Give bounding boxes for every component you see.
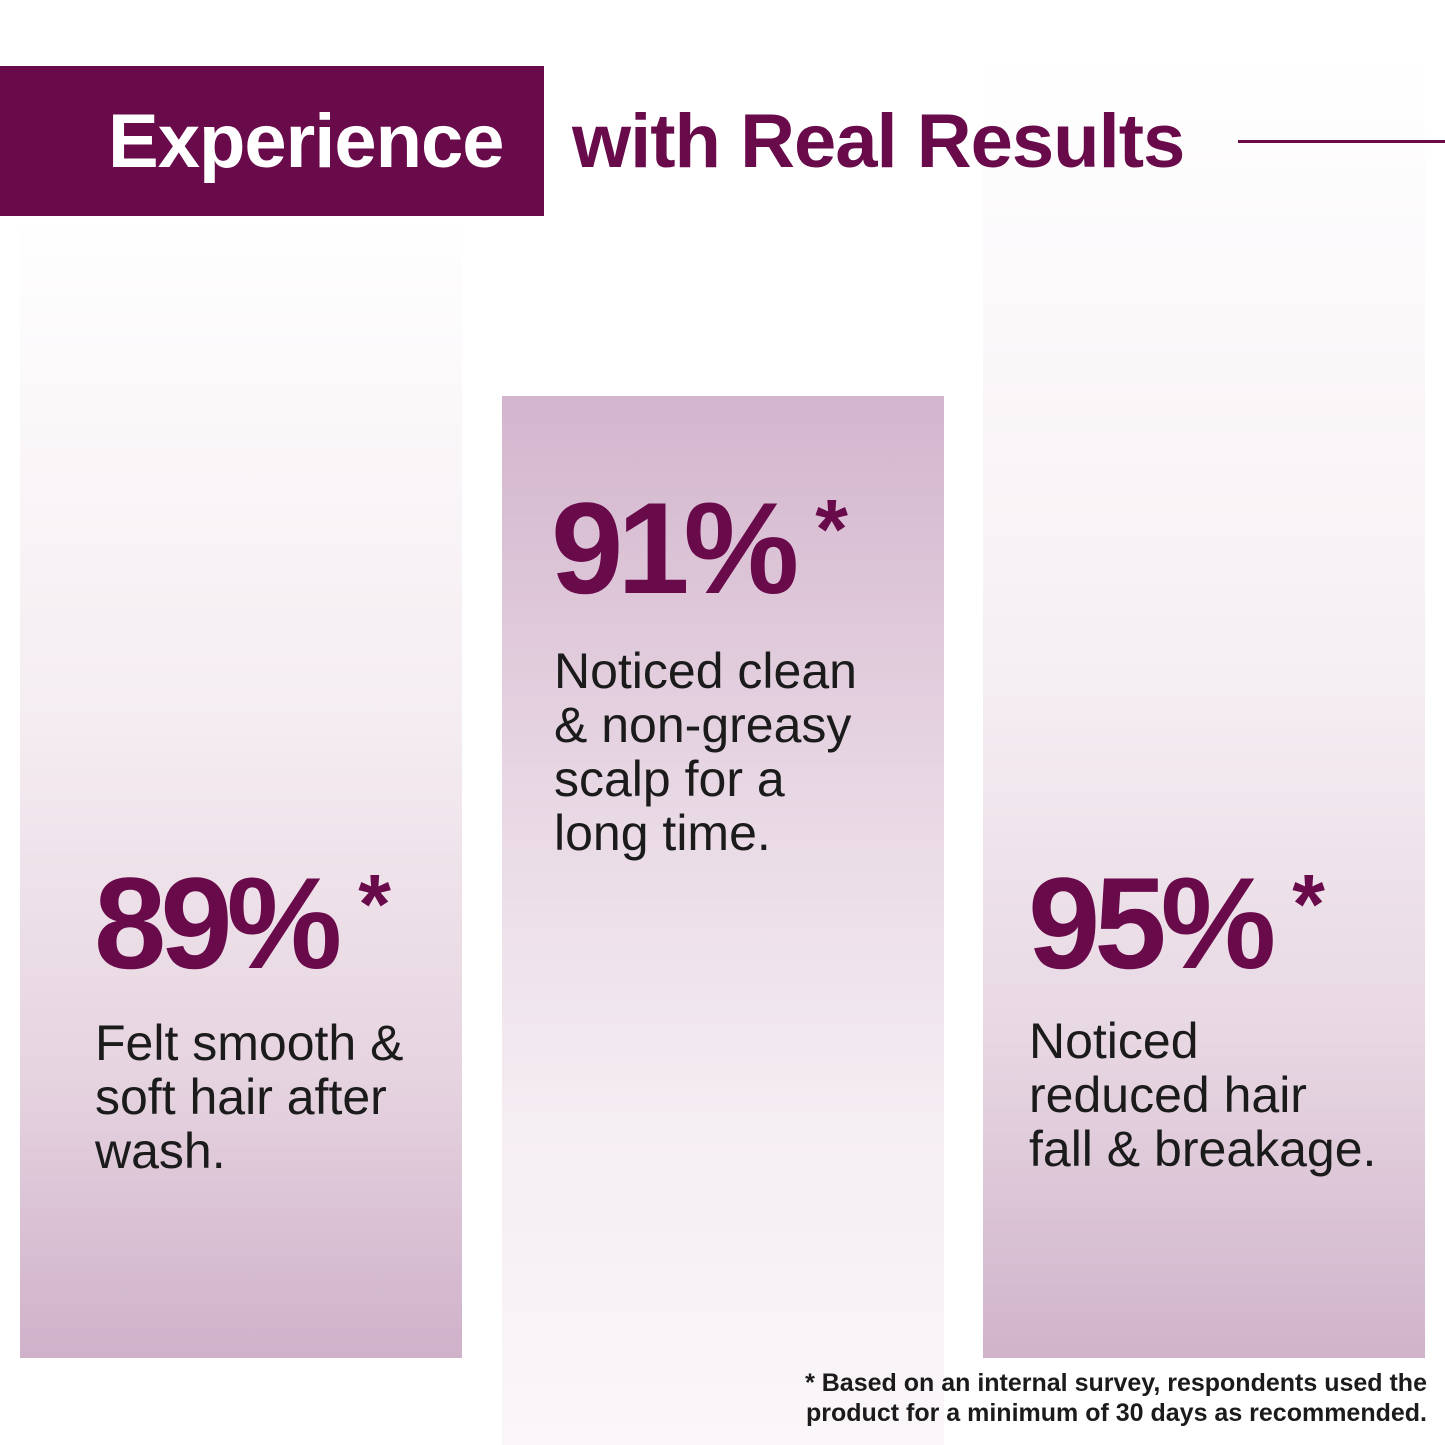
stat-description: Noticed reduced hair fall & breakage.: [1029, 1013, 1377, 1177]
stat-panel-right: [983, 55, 1425, 1358]
stat-description: Felt smooth & soft hair after wash.: [95, 1015, 404, 1179]
stat-value: 89%: [94, 850, 342, 996]
stat-panel-middle: [502, 396, 944, 1445]
title-text: with Real Results: [572, 99, 1185, 184]
title-highlight-band: [0, 66, 544, 216]
stat-value: 95%: [1028, 850, 1276, 996]
survey-footnote: * Based on an internal survey, responden…: [805, 1369, 1427, 1427]
stat-95: 95% *: [1028, 858, 1325, 988]
title-highlight-text: Experience: [108, 99, 505, 184]
asterisk-mark: *: [815, 482, 848, 576]
asterisk-mark: *: [358, 857, 391, 951]
stat-value: 91%: [551, 475, 799, 621]
title-divider-line: [1238, 140, 1445, 143]
stat-panel-left: [20, 215, 462, 1358]
stat-89: 89% *: [94, 858, 391, 988]
stat-description: Noticed clean & non-greasy scalp for a l…: [554, 643, 857, 861]
stat-91: 91% *: [551, 483, 848, 613]
asterisk-mark: *: [1292, 857, 1325, 951]
